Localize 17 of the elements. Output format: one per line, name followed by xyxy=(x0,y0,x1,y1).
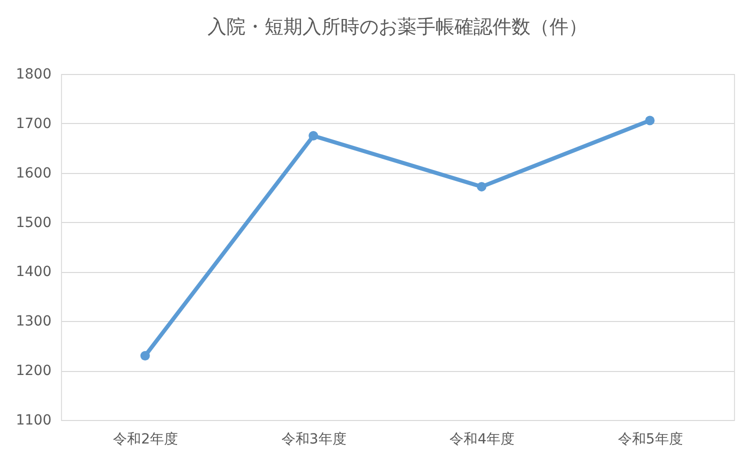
point xyxy=(476,182,486,192)
y-tick-label: 1500 xyxy=(16,214,52,231)
y-tick-label: 1400 xyxy=(16,264,52,280)
x-tick-label: 令和4年度 xyxy=(450,432,515,448)
x-tick-label: 令和5年度 xyxy=(618,432,683,448)
y-tick-label: 1100 xyxy=(16,412,52,428)
point xyxy=(308,131,318,141)
x-tick-label: 令和2年度 xyxy=(113,432,178,448)
y-tick-label: 1700 xyxy=(16,116,52,132)
y-tick-label: 1200 xyxy=(16,363,52,380)
y-tick-label: 1800 xyxy=(16,66,52,82)
point xyxy=(140,351,150,360)
y-tick-label: 1300 xyxy=(16,314,52,330)
x-tick-label: 令和3年度 xyxy=(281,432,346,448)
point xyxy=(645,116,655,126)
chart-title: 入院・短期入所時のお薬手帳確認件数（件） xyxy=(208,16,588,38)
y-tick-label: 1600 xyxy=(16,165,52,182)
